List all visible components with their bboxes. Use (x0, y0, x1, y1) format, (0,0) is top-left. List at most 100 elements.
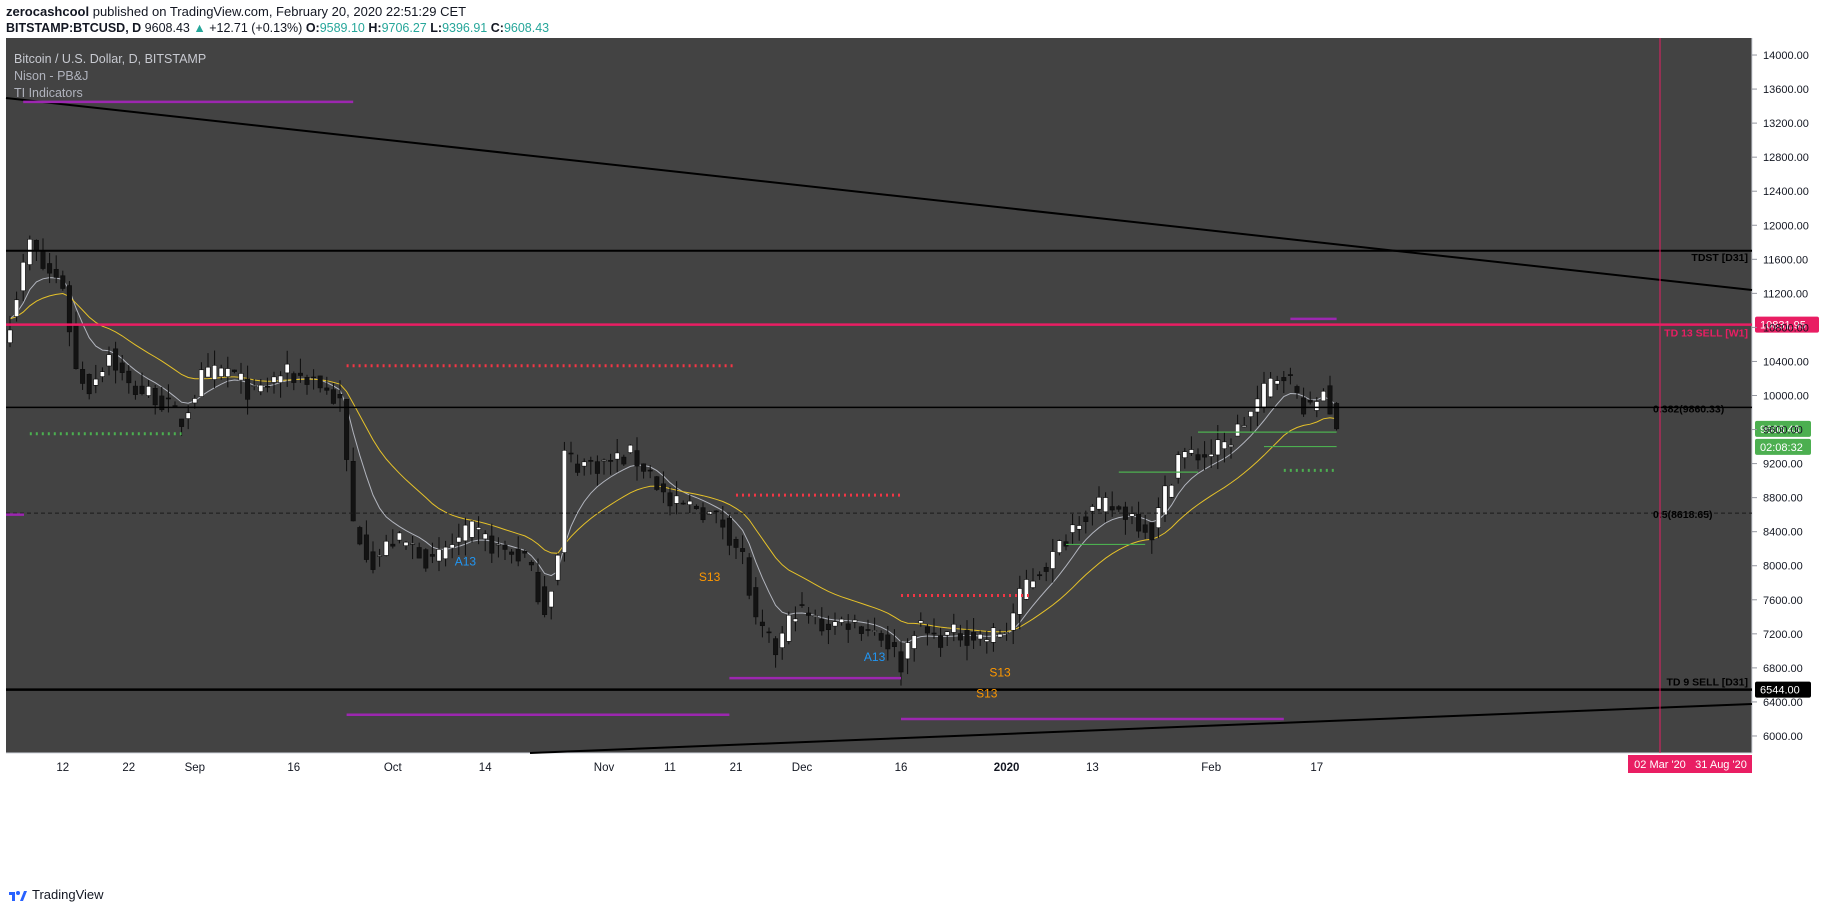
candle-down (759, 621, 765, 627)
author-name[interactable]: zerocashcool (6, 4, 90, 19)
candle-down (1136, 513, 1142, 532)
chart-legend: Bitcoin / U.S. Dollar, D, BITSTAMP Nison… (14, 51, 206, 102)
candle-up (1129, 513, 1135, 517)
y-tick-label: 7200.00 (1763, 629, 1803, 641)
candle-down (390, 543, 396, 547)
legend-title[interactable]: Bitcoin / U.S. Dollar, D, BITSTAMP (14, 52, 207, 66)
candle-down (370, 551, 376, 570)
td9-price-tag: 6544.00 (1760, 685, 1800, 697)
candle-up (205, 366, 211, 378)
candle-down (357, 527, 363, 545)
candle-down (971, 632, 977, 641)
legend-study-pbj[interactable]: Nison - PB&J (14, 69, 89, 83)
candle-up (218, 367, 224, 377)
candle-up (905, 642, 911, 660)
candle-up (918, 620, 924, 624)
candle-up (1274, 380, 1280, 385)
candle-up (944, 631, 950, 636)
candle-up (436, 549, 442, 562)
candle-up (14, 299, 20, 317)
candle-down (528, 562, 534, 566)
candle-up (997, 633, 1003, 638)
candle-down (152, 388, 158, 406)
candle-down (231, 369, 237, 372)
y-tick-label: 6400.00 (1763, 697, 1803, 709)
candle-down (766, 631, 772, 634)
candle-down (825, 623, 831, 630)
candle-up (251, 385, 257, 387)
range-start-label-bg (1628, 755, 1692, 773)
candle-up (238, 373, 244, 381)
candle-down (172, 405, 178, 407)
price-change: +12.71 (+0.13%) (209, 21, 303, 35)
candle-up (1169, 484, 1175, 498)
low-value: 9396.91 (442, 21, 488, 35)
candle-down (799, 604, 805, 606)
candle-down (159, 395, 165, 411)
y-tick-label: 13200.00 (1763, 118, 1809, 130)
candle-up (812, 615, 818, 617)
candle-down (568, 452, 574, 455)
candle-up (786, 614, 792, 642)
candle-up (20, 261, 26, 292)
candle-down (1037, 574, 1043, 577)
footer-brand[interactable]: TradingView (8, 887, 104, 902)
candle-up (7, 329, 13, 344)
candle-down (86, 373, 92, 395)
candle-down (60, 275, 66, 289)
candle-up (1089, 506, 1095, 512)
quote-line: BITSTAMP:BTCUSD, D 9608.43 ▲ +12.71 (+0.… (6, 21, 549, 35)
y-tick-label: 10000.00 (1763, 391, 1809, 403)
x-tick-label: 2020 (994, 762, 1020, 774)
candle-down (363, 534, 369, 560)
candle-down (1334, 403, 1340, 430)
candle-up (192, 398, 198, 404)
candle-down (647, 469, 653, 472)
td9-price-tag-bg (1755, 681, 1811, 698)
x-tick-label: Nov (594, 762, 615, 774)
y-tick-label: 8000.00 (1763, 561, 1803, 573)
candle-down (594, 461, 600, 474)
candle-down (66, 285, 72, 333)
candle-up (99, 371, 105, 377)
candle-down (1149, 522, 1155, 541)
candle-down (898, 651, 904, 673)
x-tick-label: 13 (1086, 762, 1099, 774)
y-axis: 14000.00 13600.00 13200.00 12800.00 12400.00… (1752, 50, 1809, 743)
candle-up (1162, 485, 1168, 516)
candle-up (185, 412, 191, 419)
candle-up (1023, 579, 1029, 600)
candle-down (113, 348, 119, 371)
candle-down (1195, 454, 1201, 461)
y-tick-label: 10800.00 (1763, 322, 1809, 334)
candle-up (462, 524, 468, 542)
legend-study-ti[interactable]: TI Indicators (14, 86, 83, 100)
candle-down (311, 376, 317, 379)
candle-up (1261, 383, 1267, 408)
candle-down (40, 250, 46, 269)
candle-up (284, 363, 290, 374)
candle-down (693, 505, 699, 509)
countdown-tag-bg (1755, 438, 1811, 455)
high-label: H: (368, 21, 382, 35)
range-end-label: 31 Aug '20 (1695, 759, 1747, 771)
candle-down (746, 557, 752, 596)
candle-down (634, 450, 640, 467)
trendlines (5, 97, 1753, 754)
candle-up (1004, 632, 1010, 634)
candle-up (476, 527, 482, 530)
ema-slow-line (9, 292, 1337, 633)
range-end-label-bg (1690, 755, 1752, 773)
candle-down (502, 544, 508, 550)
candle-down (264, 385, 270, 388)
candle-up (1056, 540, 1062, 553)
close-value: 9608.43 (503, 21, 550, 35)
last-price-tag-bg (1755, 420, 1811, 437)
candle-down (641, 463, 647, 472)
x-tick-label: 17 (1310, 762, 1323, 774)
fib-382-label: 0.382(9860.33) (1653, 403, 1724, 415)
candles (7, 235, 1340, 686)
publish-info: published on TradingView.com, February 2… (92, 4, 467, 19)
indicator-marks: A13 S13 S13 A13 S13 (6, 100, 1337, 721)
